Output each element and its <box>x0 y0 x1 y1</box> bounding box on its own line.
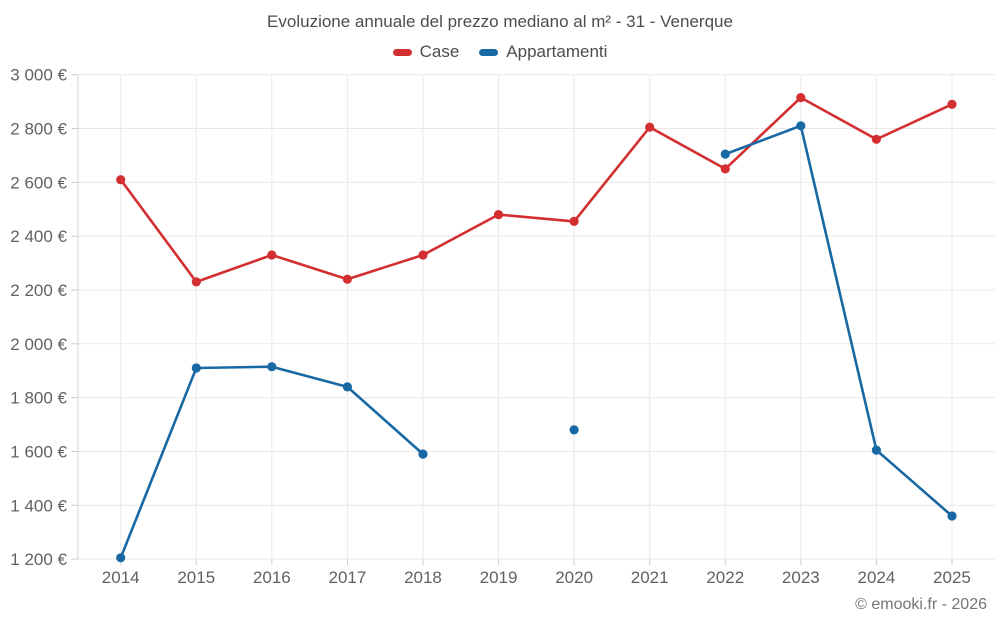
data-point-case-2017[interactable] <box>342 274 352 284</box>
x-axis-label-2020: 2020 <box>555 568 593 587</box>
x-axis-label-2025: 2025 <box>933 568 971 587</box>
data-point-case-2014[interactable] <box>116 175 126 185</box>
x-axis-label-2023: 2023 <box>782 568 820 587</box>
y-axis-label-3000: 3 000 € <box>10 66 67 85</box>
x-axis-label-2018: 2018 <box>404 568 442 587</box>
data-point-case-2020[interactable] <box>569 216 579 226</box>
data-point-appartamenti-2020[interactable] <box>569 425 579 435</box>
legend-item-appartamenti[interactable]: Appartamenti <box>479 42 607 62</box>
y-axis-label-2000: 2 000 € <box>10 335 67 354</box>
data-point-appartamenti-2024[interactable] <box>871 445 882 455</box>
y-axis-label-1200: 1 200 € <box>10 550 67 569</box>
data-point-appartamenti-2014[interactable] <box>116 553 126 563</box>
series-line-appartamenti <box>119 124 954 560</box>
y-axis-label-2600: 2 600 € <box>10 173 67 192</box>
chart-legend: Case Appartamenti <box>0 42 1000 62</box>
x-axis-label-2024: 2024 <box>857 568 895 587</box>
data-point-case-2023[interactable] <box>796 93 806 103</box>
y-axis-label-2200: 2 200 € <box>10 281 67 300</box>
data-point-appartamenti-2022[interactable] <box>720 149 730 159</box>
x-axis-label-2017: 2017 <box>328 568 366 587</box>
data-point-case-2018[interactable] <box>418 250 428 260</box>
y-axis-label-1600: 1 600 € <box>10 442 67 461</box>
x-axis-label-2015: 2015 <box>177 568 215 587</box>
y-axis-label-2400: 2 400 € <box>10 227 67 246</box>
x-axis-label-2019: 2019 <box>480 568 518 587</box>
x-axis-label-2014: 2014 <box>102 568 140 587</box>
legend-label-appartamenti: Appartamenti <box>506 42 608 61</box>
data-point-appartamenti-2017[interactable] <box>342 382 352 392</box>
legend-item-case[interactable]: Case <box>392 42 460 62</box>
data-point-appartamenti-2023[interactable] <box>796 121 806 131</box>
data-point-case-2021[interactable] <box>645 122 655 132</box>
data-point-appartamenti-2015[interactable] <box>191 363 201 373</box>
x-axis-label-2021: 2021 <box>631 568 669 587</box>
data-point-case-2025[interactable] <box>947 99 957 109</box>
data-point-appartamenti-2016[interactable] <box>267 362 277 372</box>
legend-swatch-case <box>392 48 412 56</box>
chart-title: Evoluzione annuale del prezzo mediano al… <box>267 12 733 31</box>
legend-swatch-appartamenti <box>479 48 499 56</box>
data-point-case-2024[interactable] <box>871 134 882 144</box>
y-axis-label-2800: 2 800 € <box>10 120 67 139</box>
data-point-case-2015[interactable] <box>191 277 201 287</box>
data-point-case-2016[interactable] <box>267 250 277 260</box>
series-line-case <box>119 96 954 284</box>
x-axis-label-2016: 2016 <box>253 568 291 587</box>
data-point-appartamenti-2018[interactable] <box>418 449 428 459</box>
data-point-appartamenti-2025[interactable] <box>947 511 957 521</box>
y-axis-label-1400: 1 400 € <box>10 496 67 515</box>
copyright-credit: © emooki.fr - 2026 <box>855 596 987 613</box>
data-point-case-2022[interactable] <box>720 164 730 174</box>
legend-label-case: Case <box>419 42 460 61</box>
x-axis-label-2022: 2022 <box>706 568 744 587</box>
data-point-case-2019[interactable] <box>493 210 504 220</box>
y-axis-label-1800: 1 800 € <box>10 389 67 408</box>
